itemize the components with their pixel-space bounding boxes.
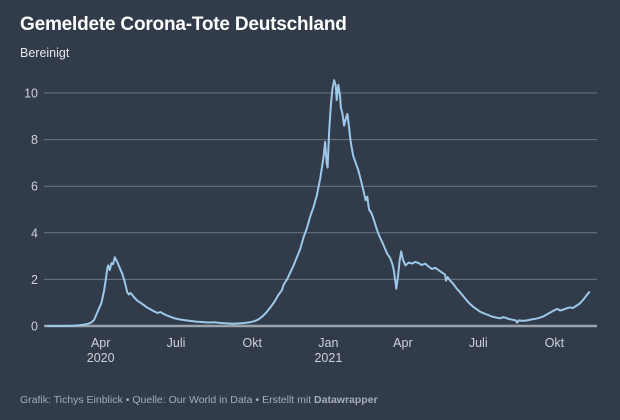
footer-created-with: Erstellt mit: [262, 394, 312, 406]
footer-separator: •: [255, 394, 260, 406]
y-tick-label: 0: [31, 320, 38, 334]
x-tick-sublabel: 2020: [87, 351, 115, 365]
x-tick-label: Juli: [167, 336, 186, 350]
y-tick-label: 10: [24, 87, 38, 101]
footer-attribution: Grafik: Tichys Einblick: [20, 394, 123, 406]
data-line: [46, 79, 591, 327]
footer-separator: •: [125, 394, 130, 406]
x-tick-label: Okt: [242, 336, 262, 350]
chart-title: Gemeldete Corona-Tote Deutschland: [20, 14, 347, 35]
x-tick-sublabel: 2021: [314, 351, 342, 365]
footer-tool-name: Datawrapper: [314, 394, 378, 406]
x-tick-label: Apr: [393, 336, 412, 350]
y-tick-label: 8: [31, 133, 38, 147]
chart-header: Gemeldete Corona-Tote Deutschland Berein…: [20, 14, 347, 60]
y-tick-label: 4: [31, 226, 38, 240]
chart-subtitle: Bereinigt: [20, 46, 70, 60]
x-tick-label: Apr: [91, 336, 110, 350]
y-tick-label: 6: [31, 180, 38, 194]
chart-footer: Grafik: Tichys Einblick • Quelle: Our Worl…: [20, 394, 378, 406]
y-tick-label: 2: [31, 273, 38, 287]
x-tick-label: Juli: [469, 336, 488, 350]
x-tick-label: Okt: [545, 336, 565, 350]
x-tick-label: Jan: [318, 336, 338, 350]
footer-source: Quelle: Our World in Data: [132, 394, 253, 406]
